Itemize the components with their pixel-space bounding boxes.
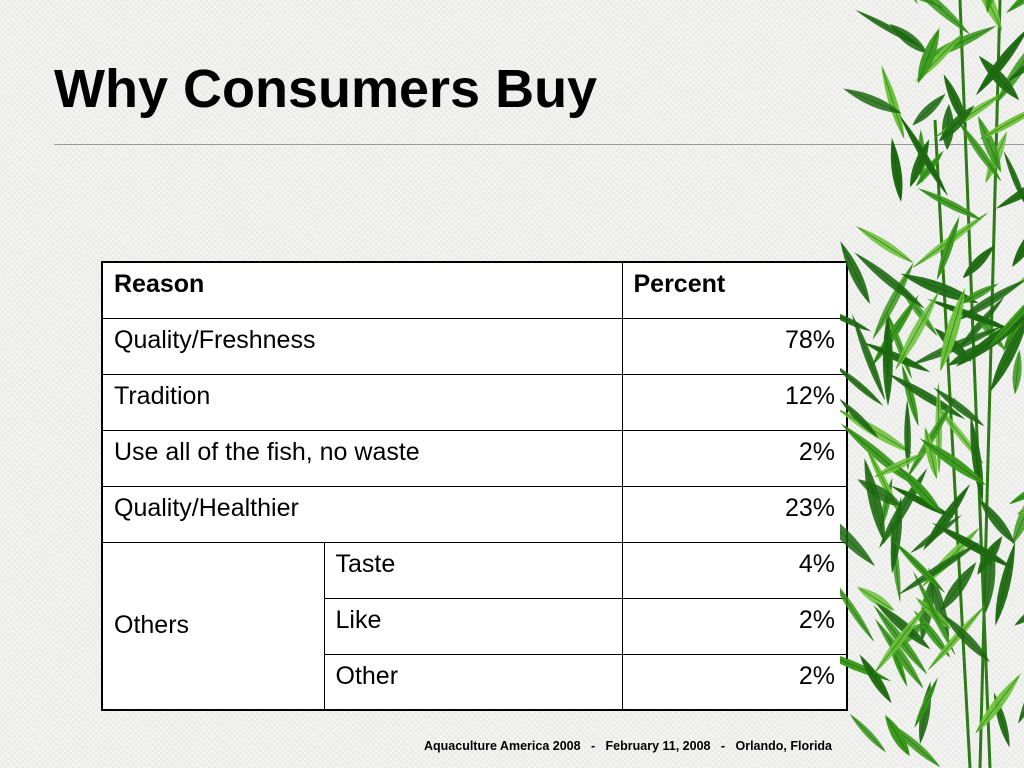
cell-reason: Quality/Healthier [101,485,623,543]
cell-reason: Use all of the fish, no waste [101,429,623,487]
header-percent: Percent [621,261,848,319]
table-row: Quality/Healthier 23% [101,485,848,543]
cell-subreason: Like [323,597,623,655]
reasons-table: Reason Percent Quality/Freshness 78% Tra… [101,261,848,711]
table-header-row: Reason Percent [101,261,848,319]
cell-reason: Tradition [101,373,623,431]
bamboo-leaves-image [840,0,1024,768]
title-divider [54,144,1024,145]
cell-percent: 23% [621,485,848,543]
header-reason: Reason [101,261,623,319]
cell-percent: 2% [621,653,848,711]
slide-footer: Aquaculture America 2008 - February 11, … [424,739,833,753]
table-row: Use all of the fish, no waste 2% [101,429,848,487]
cell-subreason: Taste [323,541,623,599]
cell-percent: 78% [621,317,848,375]
table-row: Quality/Freshness 78% [101,317,848,375]
cell-percent: 12% [621,373,848,431]
cell-group-others: Others [101,541,325,711]
cell-percent: 2% [621,429,848,487]
cell-subreason: Other [323,653,623,711]
cell-reason: Quality/Freshness [101,317,623,375]
cell-percent: 4% [621,541,848,599]
reasons-table-container: Reason Percent Quality/Freshness 78% Tra… [101,261,848,711]
table-row: Tradition 12% [101,373,848,431]
cell-percent: 2% [621,597,848,655]
table-row: Like 2% [102,597,848,655]
table-row: Others Taste 4% [101,541,848,711]
slide-title: Why Consumers Buy [54,59,598,119]
table-row: Other 2% [102,653,848,711]
